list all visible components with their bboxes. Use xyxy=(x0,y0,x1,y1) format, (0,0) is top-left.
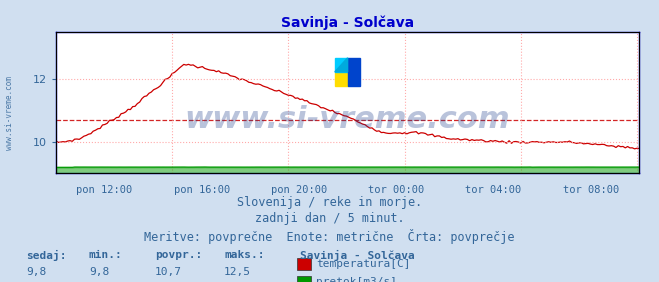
Text: tor 08:00: tor 08:00 xyxy=(563,185,619,195)
Bar xyxy=(335,58,348,72)
Text: pretok[m3/s]: pretok[m3/s] xyxy=(316,277,397,282)
Text: temperatura[C]: temperatura[C] xyxy=(316,259,411,269)
Bar xyxy=(335,72,348,86)
Text: pon 16:00: pon 16:00 xyxy=(174,185,230,195)
Text: tor 00:00: tor 00:00 xyxy=(368,185,424,195)
Text: Meritve: povprečne  Enote: metrične  Črta: povprečje: Meritve: povprečne Enote: metrične Črta:… xyxy=(144,229,515,244)
Text: www.si-vreme.com: www.si-vreme.com xyxy=(185,105,511,134)
Text: 12,5: 12,5 xyxy=(224,267,251,277)
Text: zadnji dan / 5 minut.: zadnji dan / 5 minut. xyxy=(254,212,405,225)
Text: maks.:: maks.: xyxy=(224,250,264,259)
Text: 9,8: 9,8 xyxy=(26,267,47,277)
Polygon shape xyxy=(335,58,348,72)
Text: www.si-vreme.com: www.si-vreme.com xyxy=(5,76,14,150)
Text: sedaj:: sedaj: xyxy=(26,250,67,261)
Text: Savinja - Solčava: Savinja - Solčava xyxy=(300,250,415,261)
Text: Slovenija / reke in morje.: Slovenija / reke in morje. xyxy=(237,196,422,209)
Text: pon 12:00: pon 12:00 xyxy=(76,185,132,195)
Bar xyxy=(348,58,360,86)
Text: tor 04:00: tor 04:00 xyxy=(465,185,521,195)
Text: 10,7: 10,7 xyxy=(155,267,182,277)
Text: min.:: min.: xyxy=(89,250,123,259)
Text: 9,8: 9,8 xyxy=(89,267,109,277)
Title: Savinja - Solčava: Savinja - Solčava xyxy=(281,16,415,30)
Text: pon 20:00: pon 20:00 xyxy=(271,185,328,195)
Text: povpr.:: povpr.: xyxy=(155,250,202,259)
